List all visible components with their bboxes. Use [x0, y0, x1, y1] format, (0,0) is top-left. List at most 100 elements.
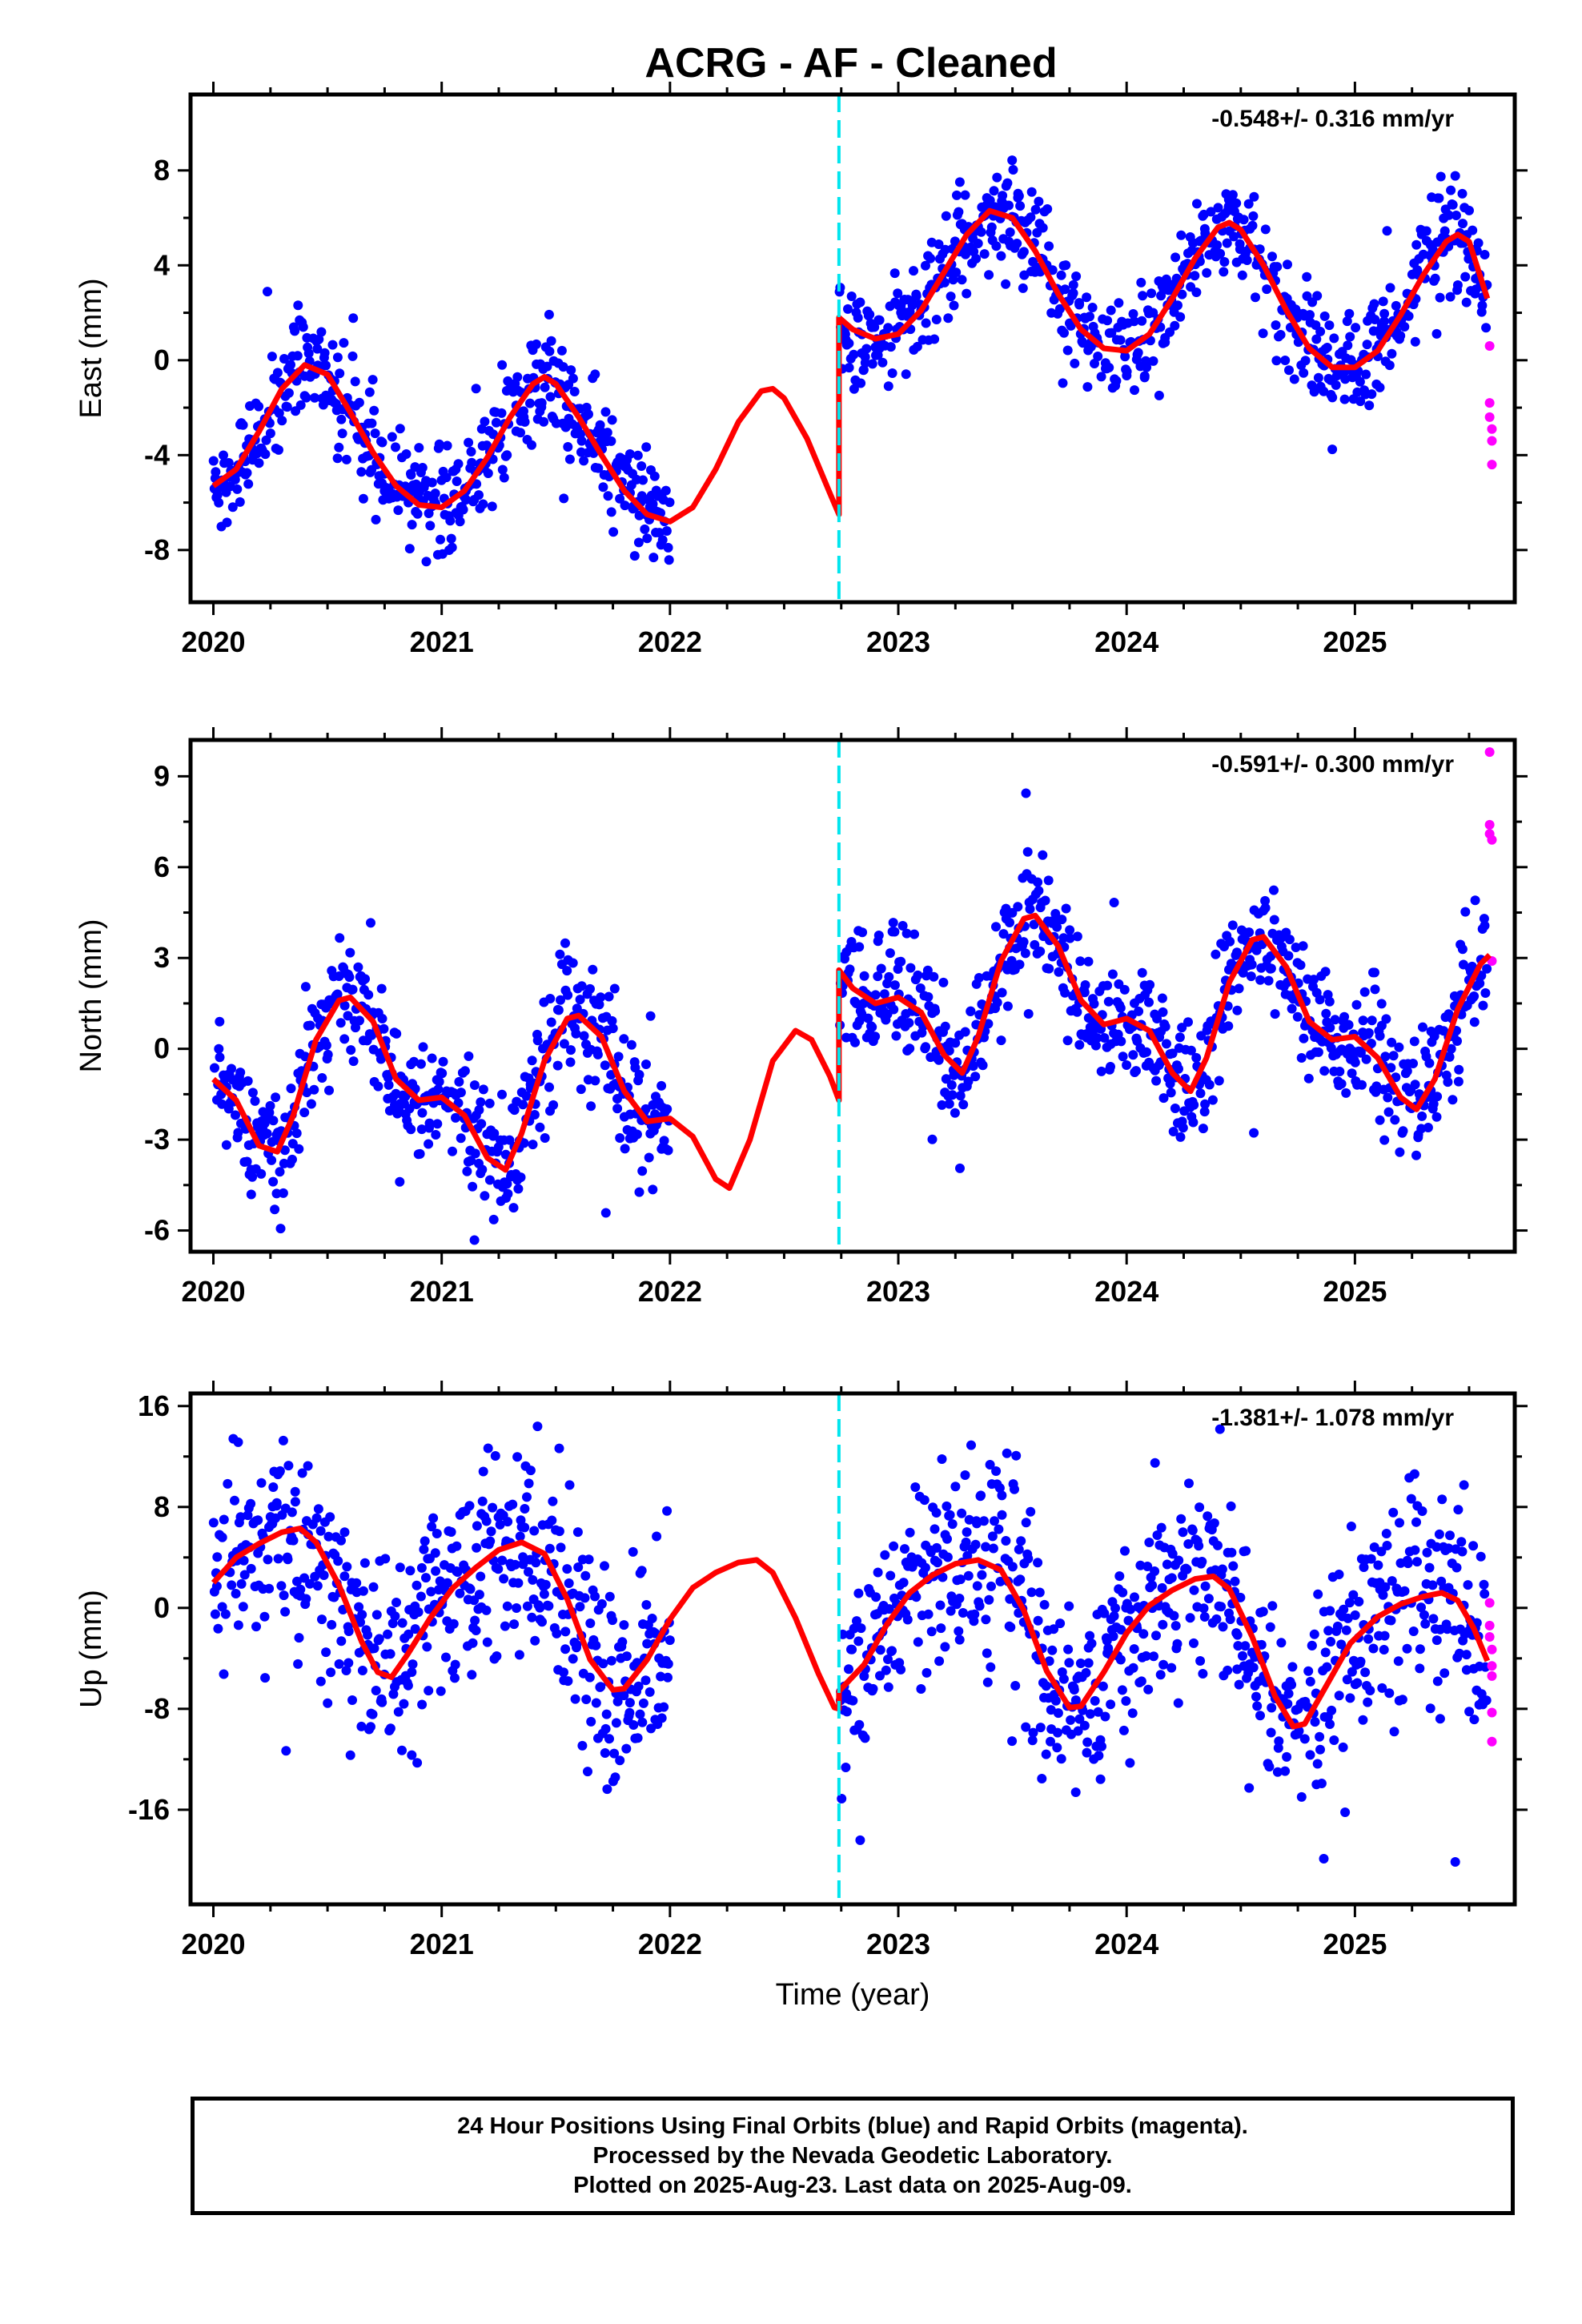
final-orbit-point — [535, 1602, 545, 1613]
final-orbit-point — [509, 1619, 520, 1630]
final-orbit-point — [1435, 1714, 1445, 1724]
final-orbit-point — [274, 408, 284, 418]
final-orbit-point — [1191, 1052, 1202, 1063]
final-orbit-point — [504, 1135, 515, 1145]
final-orbit-point — [1129, 316, 1139, 327]
final-orbit-point — [910, 1482, 921, 1492]
final-orbit-point — [604, 991, 614, 1002]
final-orbit-point — [979, 1516, 989, 1526]
final-orbit-point — [355, 1015, 364, 1026]
final-orbit-point — [562, 1564, 572, 1574]
final-orbit-point — [1266, 963, 1276, 974]
final-orbit-point — [1116, 1625, 1126, 1635]
final-orbit-point — [888, 918, 898, 928]
final-orbit-point — [434, 439, 444, 449]
final-orbit-point — [401, 449, 412, 459]
final-orbit-point — [869, 322, 880, 332]
final-orbit-point — [932, 1542, 942, 1553]
final-orbit-point — [467, 1670, 477, 1680]
final-orbit-point — [385, 1723, 396, 1734]
final-orbit-point — [1166, 1573, 1177, 1583]
rapid-orbit-points-north — [1484, 747, 1497, 967]
final-orbit-point — [1090, 1695, 1100, 1706]
final-orbit-point — [656, 1080, 667, 1091]
final-orbit-point — [450, 1673, 460, 1683]
final-orbit-point — [275, 1224, 286, 1234]
final-orbit-point — [486, 1526, 496, 1537]
final-orbit-point — [665, 497, 675, 508]
final-orbit-point — [659, 1136, 669, 1146]
final-orbit-point — [662, 1506, 673, 1516]
final-orbit-point — [236, 1578, 247, 1589]
final-orbit-point — [1255, 975, 1266, 985]
rate-label-up: -1.381+/- 1.078 mm/yr — [1211, 1405, 1454, 1431]
final-orbit-point — [1287, 1662, 1298, 1672]
final-orbit-point — [383, 1080, 394, 1090]
final-orbit-point — [850, 1037, 860, 1047]
final-orbit-point — [1274, 1736, 1284, 1747]
final-orbit-point — [247, 1172, 258, 1182]
final-orbit-point — [1097, 1741, 1106, 1751]
final-orbit-point — [214, 497, 224, 508]
final-orbit-point — [311, 1513, 322, 1523]
final-orbit-point — [468, 1638, 478, 1648]
final-orbit-point — [1461, 1650, 1472, 1660]
final-orbit-point — [468, 1181, 478, 1192]
final-orbit-point — [1115, 1003, 1126, 1013]
final-orbit-point — [246, 1189, 256, 1200]
final-orbit-point — [841, 1763, 851, 1772]
final-orbit-point — [1402, 1066, 1412, 1076]
final-orbit-point — [1291, 943, 1301, 952]
final-orbit-point — [1479, 1579, 1489, 1590]
final-orbit-point — [1325, 1023, 1335, 1033]
final-orbit-point — [1033, 877, 1043, 887]
final-orbit-point — [217, 1602, 227, 1612]
final-orbit-point — [268, 1116, 279, 1126]
plot-frame-north — [188, 738, 1517, 1254]
final-orbit-point — [957, 1508, 967, 1518]
final-orbit-point — [846, 292, 857, 301]
final-orbit-point — [1417, 1111, 1427, 1121]
final-orbit-point — [1074, 1714, 1085, 1724]
final-orbit-point — [442, 1578, 452, 1588]
final-orbit-point — [637, 1166, 648, 1176]
final-orbit-point — [1384, 1688, 1395, 1699]
final-orbit-point — [976, 227, 986, 237]
final-orbit-point — [1206, 207, 1216, 217]
final-orbit-point — [1211, 949, 1221, 959]
final-orbit-point — [915, 983, 926, 993]
final-orbit-point — [960, 1470, 970, 1480]
final-orbit-point — [416, 1124, 427, 1135]
final-orbit-point — [944, 1046, 954, 1055]
final-orbit-point — [997, 1490, 1007, 1501]
final-orbit-point — [564, 1578, 574, 1588]
final-orbit-point — [1046, 1736, 1055, 1747]
final-orbit-point — [1225, 1614, 1235, 1624]
final-orbit-point — [1419, 1610, 1429, 1620]
final-orbit-point — [422, 1642, 432, 1652]
final-orbit-point — [1260, 224, 1271, 235]
final-orbit-point — [859, 971, 869, 981]
final-orbit-point — [986, 222, 997, 232]
final-orbit-point — [1305, 310, 1315, 320]
final-orbit-point — [1378, 296, 1388, 307]
final-orbit-point — [855, 1835, 865, 1845]
final-orbit-point — [452, 1541, 462, 1551]
final-orbit-point — [1062, 345, 1073, 356]
final-orbit-point — [883, 323, 893, 333]
final-orbit-point — [476, 1571, 486, 1582]
final-orbit-point — [1403, 311, 1414, 321]
final-orbit-point — [317, 1614, 327, 1625]
final-orbit-point — [335, 1018, 346, 1028]
final-orbit-point — [997, 1510, 1007, 1520]
final-orbit-point — [1395, 331, 1406, 341]
final-orbit-point — [1316, 1779, 1327, 1788]
final-orbit-point — [1326, 1637, 1336, 1647]
final-orbit-point — [1359, 987, 1370, 997]
final-orbit-point — [334, 1659, 344, 1669]
final-orbit-point — [469, 1080, 480, 1090]
final-orbit-point — [958, 1100, 969, 1110]
final-orbit-point — [351, 1578, 362, 1588]
final-orbit-point — [540, 382, 550, 392]
final-orbit-point — [246, 1563, 256, 1574]
